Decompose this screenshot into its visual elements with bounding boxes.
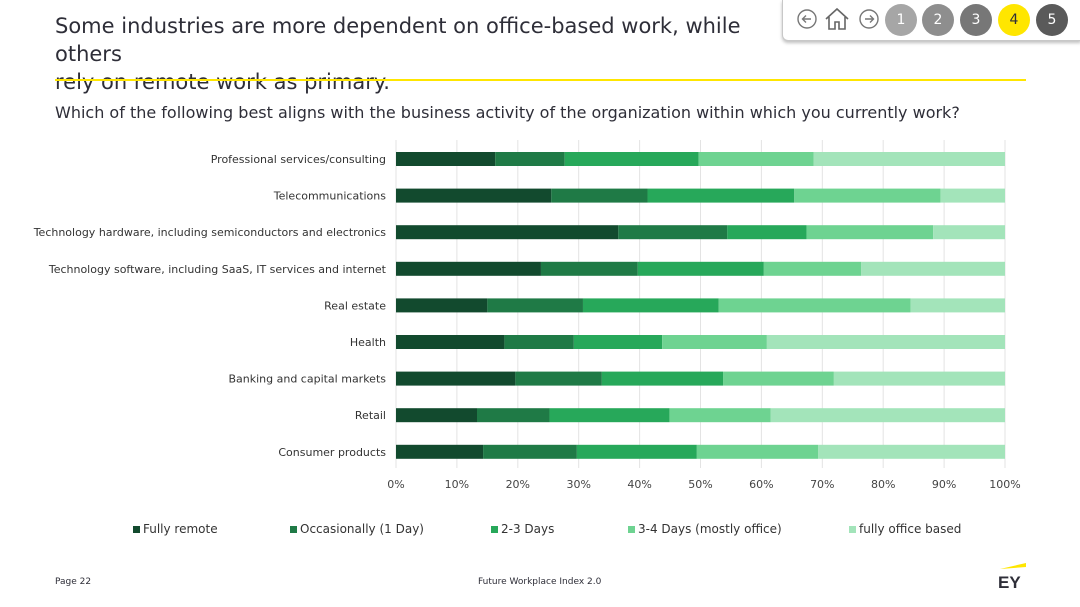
- nav-page-4-active[interactable]: 4: [998, 4, 1030, 36]
- x-tick-label: 80%: [871, 478, 895, 491]
- x-tick-label: 90%: [932, 478, 956, 491]
- bar-segment: [766, 335, 1005, 349]
- bar-segment: [833, 371, 1005, 386]
- home-icon[interactable]: [822, 6, 852, 32]
- bar-segment: [723, 371, 834, 386]
- bar-segment: [669, 408, 771, 423]
- legend-label: 2-3 Days: [501, 522, 554, 536]
- bar-segment: [396, 188, 552, 203]
- nav-page-1[interactable]: 1: [885, 4, 917, 36]
- x-tick-label: 0%: [387, 478, 404, 491]
- category-label: Consumer products: [278, 446, 386, 459]
- legend-label: fully office based: [859, 522, 961, 536]
- bar-segment: [727, 225, 807, 240]
- legend-swatch: [628, 526, 635, 533]
- bar-segment: [396, 225, 619, 240]
- bar-segment: [396, 335, 505, 349]
- page-title: Some industries are more dependent on of…: [55, 12, 795, 96]
- bar-segment: [818, 444, 1005, 459]
- bar-segment: [396, 261, 541, 276]
- category-label: Telecommunications: [273, 190, 387, 203]
- bar-segment: [573, 335, 663, 349]
- bar-segment: [637, 261, 764, 276]
- bar-segment: [515, 371, 602, 386]
- stacked-bar-chart: 0% 10% 20% 30% 40% 50% 60% 70% 80% 90% 100% Profess…: [33, 140, 1021, 536]
- bar-segment: [476, 408, 550, 423]
- x-tick-label: 20%: [506, 478, 530, 491]
- bar-segment: [483, 444, 577, 459]
- page-number: Page 22: [55, 577, 92, 587]
- bar-segment: [940, 188, 1005, 203]
- bar-segment: [861, 261, 1005, 276]
- bar-segment: [698, 152, 814, 166]
- bar-segment: [396, 152, 496, 166]
- nav-page-5[interactable]: 5: [1036, 4, 1068, 36]
- bar-segment: [495, 152, 565, 166]
- x-tick-label: 100%: [989, 478, 1020, 491]
- x-tick-label: 30%: [566, 478, 590, 491]
- bar-segment: [396, 408, 477, 423]
- back-arrow-icon[interactable]: [794, 6, 820, 32]
- bar-segment: [504, 335, 574, 349]
- title-line-1: Some industries are more dependent on of…: [55, 14, 741, 66]
- bar-segment: [806, 225, 934, 240]
- nav-page-2[interactable]: 2: [922, 4, 954, 36]
- category-label: Health: [350, 336, 386, 349]
- category-label: Technology software, including SaaS, IT …: [48, 263, 387, 276]
- bar-segment: [582, 298, 719, 313]
- bar-segment: [647, 188, 795, 203]
- x-tick-label: 50%: [688, 478, 712, 491]
- ey-logo-text: EY: [998, 573, 1021, 590]
- category-label: Banking and capital markets: [228, 373, 386, 386]
- bar-segment: [396, 444, 484, 459]
- bar-segment: [718, 298, 911, 313]
- legend-label: Fully remote: [143, 522, 218, 536]
- legend-swatch: [849, 526, 856, 533]
- survey-question: Which of the following best aligns with …: [55, 103, 960, 122]
- x-tick-label: 70%: [810, 478, 834, 491]
- bar-segment: [770, 408, 1005, 423]
- forward-arrow-icon[interactable]: [856, 6, 882, 32]
- category-label: Technology hardware, including semicondu…: [33, 226, 387, 239]
- bar-segment: [618, 225, 728, 240]
- bar-segment: [910, 298, 1005, 313]
- bar-segment: [933, 225, 1005, 240]
- x-tick-label: 40%: [627, 478, 651, 491]
- nav-page-3[interactable]: 3: [960, 4, 992, 36]
- category-label: Real estate: [324, 299, 386, 312]
- bar-segment: [487, 298, 583, 313]
- bar-segment: [540, 261, 638, 276]
- title-line-2: rely on remote work as primary.: [55, 70, 390, 94]
- title-divider: [55, 79, 1026, 81]
- bar-segment: [794, 188, 941, 203]
- bar-segment: [813, 152, 1005, 166]
- category-label: Retail: [355, 409, 386, 422]
- legend-label: Occasionally (1 Day): [300, 522, 424, 536]
- bar-segment: [601, 371, 724, 386]
- bar-segment: [576, 444, 697, 459]
- category-label: Professional services/consulting: [211, 153, 386, 166]
- bar-segment: [662, 335, 767, 349]
- bar-segment: [396, 298, 488, 313]
- slide-navigation: 1 2 3 4 5: [782, 0, 1080, 41]
- x-tick-label: 60%: [749, 478, 773, 491]
- bar-segment: [696, 444, 819, 459]
- bar-segment: [551, 188, 648, 203]
- ey-logo: EY: [996, 562, 1028, 594]
- bar-segment: [396, 371, 516, 386]
- x-tick-label: 10%: [445, 478, 469, 491]
- footer-report-name: Future Workplace Index 2.0: [478, 577, 602, 587]
- bar-segment: [564, 152, 699, 166]
- legend-swatch: [491, 526, 498, 533]
- legend-swatch: [290, 526, 297, 533]
- bar-segment: [549, 408, 670, 423]
- bar-segment: [763, 261, 862, 276]
- legend-swatch: [133, 526, 140, 533]
- legend-label: 3-4 Days (mostly office): [638, 522, 782, 536]
